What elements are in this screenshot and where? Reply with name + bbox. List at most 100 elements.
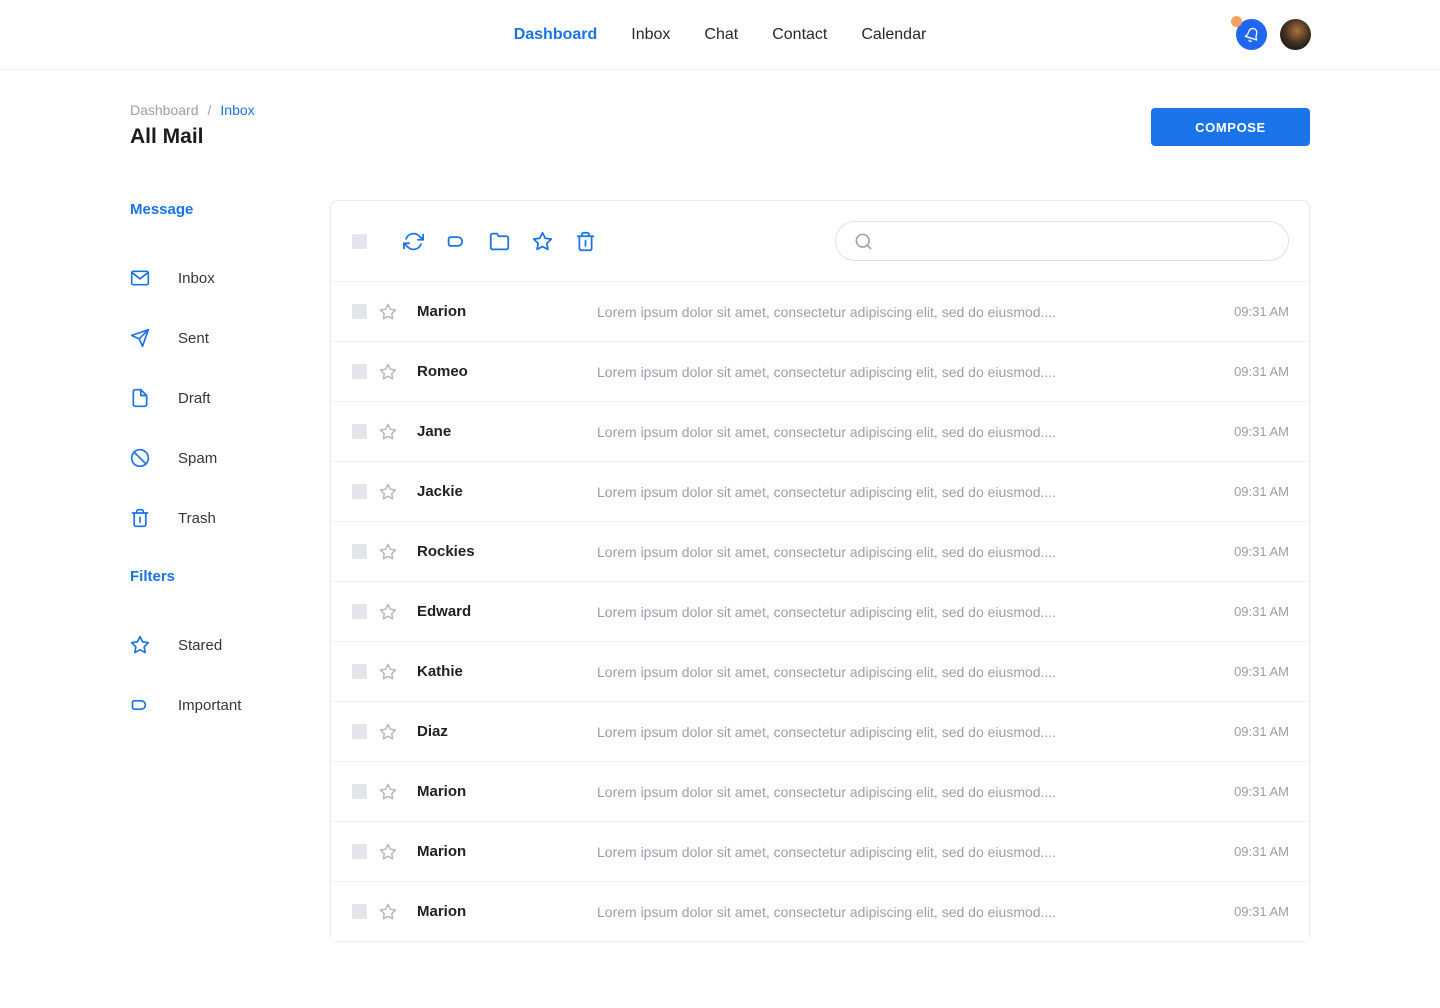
mail-preview: Lorem ipsum dolor sit amet, consectetur … [597,483,1057,500]
mail-sender: Marion [417,303,467,320]
select-all-checkbox[interactable] [352,233,367,249]
mail-time: 09:31 AM [1234,724,1289,739]
row-checkbox[interactable] [352,604,367,619]
sidebar-item-sent[interactable]: Sent [130,328,300,348]
row-checkbox[interactable] [352,364,367,379]
breadcrumb: Dashboard / Inbox [130,102,255,118]
mail-time: 09:31 AM [1234,784,1289,799]
nav-item-inbox[interactable]: Inbox [631,26,671,43]
mail-preview: Lorem ipsum dolor sit amet, consectetur … [597,783,1057,800]
mail-row[interactable]: Kathie Lorem ipsum dolor sit amet, conse… [331,641,1309,701]
star-icon [532,231,553,252]
mail-sender: Kathie [417,663,463,680]
star-icon[interactable] [379,363,397,381]
mail-row[interactable]: Marion Lorem ipsum dolor sit amet, conse… [331,761,1309,821]
star-icon[interactable] [379,723,397,741]
search-input[interactable] [885,233,1272,249]
sidebar-item-trash[interactable]: Trash [130,508,300,528]
breadcrumb-separator: / [207,102,212,118]
mail-preview: Lorem ipsum dolor sit amet, consectetur … [597,903,1057,920]
sidebar-section-title-filters: Filters [130,568,176,585]
mail-sender: Rockies [417,543,475,560]
mail-preview: Lorem ipsum dolor sit amet, consectetur … [597,543,1057,560]
toolbar-refresh-button[interactable] [403,231,424,252]
star-icon[interactable] [379,843,397,861]
mail-time: 09:31 AM [1234,544,1289,559]
sidebar-item-spam[interactable]: Spam [130,448,300,468]
row-checkbox[interactable] [352,784,367,799]
notifications-button[interactable] [1231,16,1267,50]
toolbar-star-button[interactable] [532,231,553,252]
mail-icon [130,268,150,288]
star-icon[interactable] [379,663,397,681]
mail-time: 09:31 AM [1234,664,1289,679]
send-icon [130,328,150,348]
toolbar-trash-button[interactable] [575,231,596,252]
mail-row[interactable]: Marion Lorem ipsum dolor sit amet, conse… [331,881,1309,941]
toolbar-label-button[interactable] [446,231,467,252]
page-title: All Mail [130,125,204,148]
mail-sender: Edward [417,603,472,620]
search-box [835,221,1289,261]
mail-row[interactable]: Edward Lorem ipsum dolor sit amet, conse… [331,581,1309,641]
mail-sender: Marion [417,903,467,920]
mail-row[interactable]: Diaz Lorem ipsum dolor sit amet, consect… [331,701,1309,761]
row-checkbox[interactable] [352,724,367,739]
toolbar-folder-button[interactable] [489,231,510,252]
star-icon[interactable] [379,543,397,561]
mail-sender: Marion [417,843,467,860]
sidebar-item-label: Spam [178,449,218,467]
mail-preview: Lorem ipsum dolor sit amet, consectetur … [597,303,1057,320]
mail-preview: Lorem ipsum dolor sit amet, consectetur … [597,663,1057,680]
sidebar-item-label: Stared [178,636,223,654]
sidebar-item-draft[interactable]: Draft [130,388,300,408]
user-avatar[interactable] [1280,19,1311,50]
row-checkbox[interactable] [352,904,367,919]
nav-item-chat[interactable]: Chat [704,26,739,43]
mail-time: 09:31 AM [1234,844,1289,859]
row-checkbox[interactable] [352,664,367,679]
nav-item-calendar[interactable]: Calendar [861,26,927,43]
mail-preview: Lorem ipsum dolor sit amet, consectetur … [597,843,1057,860]
mail-row[interactable]: Marion Lorem ipsum dolor sit amet, conse… [331,821,1309,881]
breadcrumb-inbox[interactable]: Inbox [220,102,255,118]
star-icon[interactable] [379,483,397,501]
star-icon[interactable] [379,603,397,621]
mail-sender: Diaz [417,723,448,740]
star-icon[interactable] [379,783,397,801]
sidebar-item-label: Important [178,696,242,714]
mail-sender: Jackie [417,483,463,500]
sidebar-item-important[interactable]: Important [130,695,300,715]
sidebar-item-stared[interactable]: Stared [130,635,300,655]
bell-icon [1241,24,1261,44]
row-checkbox[interactable] [352,544,367,559]
row-checkbox[interactable] [352,484,367,499]
compose-button[interactable]: COMPOSE [1151,108,1310,146]
sidebar-item-label: Inbox [178,269,215,287]
mail-row[interactable]: Jackie Lorem ipsum dolor sit amet, conse… [331,461,1309,521]
nav-item-contact[interactable]: Contact [772,26,828,43]
breadcrumb-dashboard[interactable]: Dashboard [130,102,199,118]
row-checkbox[interactable] [352,304,367,319]
mail-time: 09:31 AM [1234,904,1289,919]
mail-list: Marion Lorem ipsum dolor sit amet, conse… [331,281,1309,941]
toolbar-icons [381,231,596,252]
draft-icon [130,388,150,408]
sidebar-item-label: Sent [178,329,209,347]
nav-item-dashboard[interactable]: Dashboard [513,26,598,43]
sidebar: Message Inbox Sent Draft Spam Trash Filters Sta… [130,201,300,715]
mail-row[interactable]: Jane Lorem ipsum dolor sit amet, consect… [331,401,1309,461]
label-icon [446,231,467,252]
mail-row[interactable]: Marion Lorem ipsum dolor sit amet, conse… [331,281,1309,341]
row-checkbox[interactable] [352,844,367,859]
row-checkbox[interactable] [352,424,367,439]
mail-row[interactable]: Romeo Lorem ipsum dolor sit amet, consec… [331,341,1309,401]
sidebar-item-label: Draft [178,389,211,407]
star-icon[interactable] [379,903,397,921]
trash-icon [575,231,596,252]
sidebar-item-inbox[interactable]: Inbox [130,268,300,288]
star-icon[interactable] [379,423,397,441]
top-navigation-bar: Dashboard Inbox Chat Contact Calendar [0,0,1440,70]
star-icon[interactable] [379,303,397,321]
mail-row[interactable]: Rockies Lorem ipsum dolor sit amet, cons… [331,521,1309,581]
